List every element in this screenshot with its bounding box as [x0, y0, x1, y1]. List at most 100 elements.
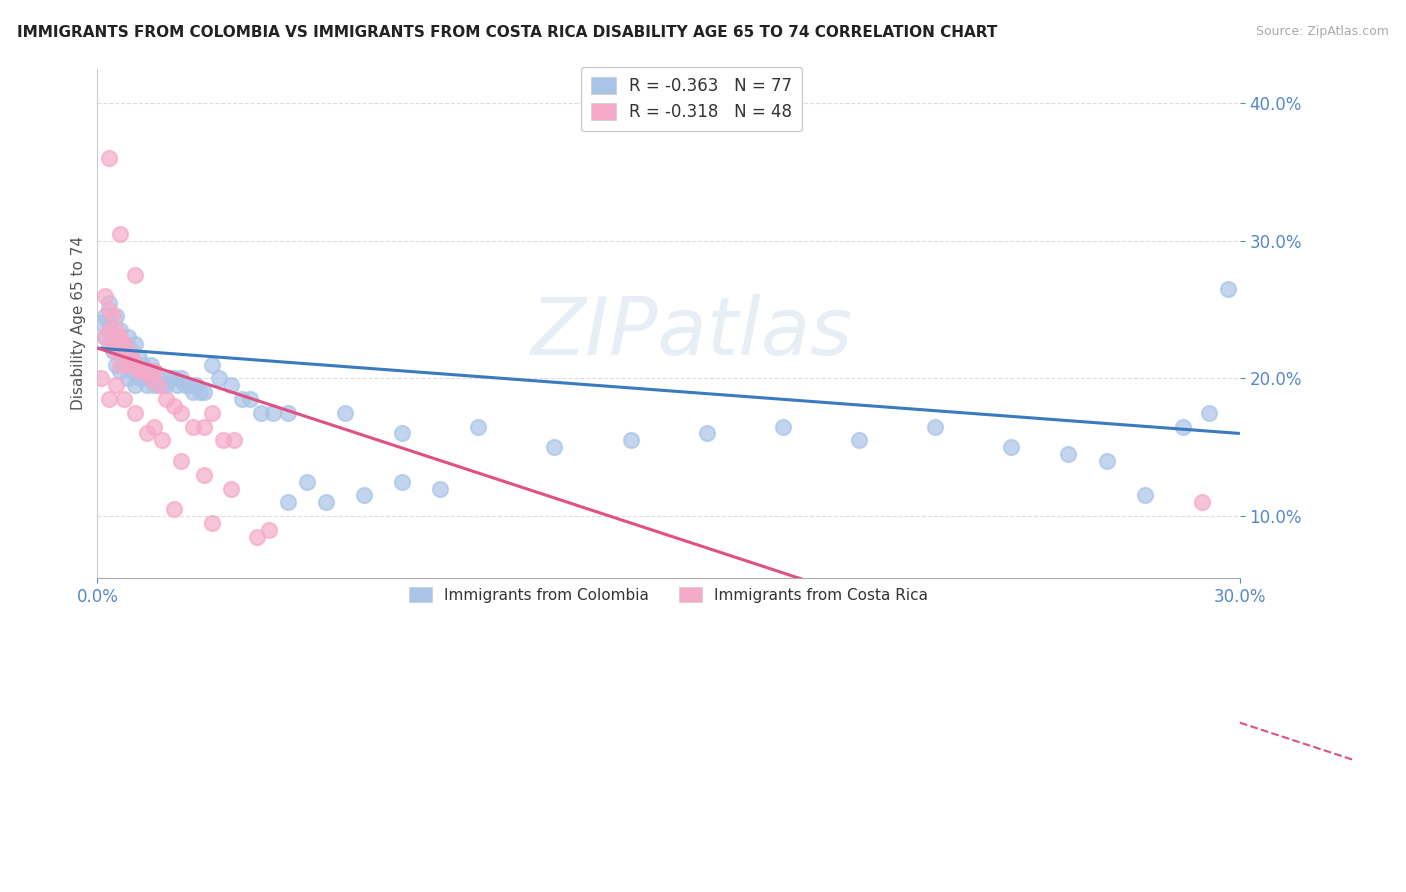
Point: [108, 227, 131, 241]
Point: [105, 323, 128, 337]
Point: [121, 343, 143, 358]
Point: [112, 351, 135, 365]
Point: [101, 330, 124, 344]
Point: [97, 392, 120, 406]
Point: [128, 371, 150, 385]
Point: [246, 530, 269, 544]
Point: [132, 358, 155, 372]
Point: [108, 330, 131, 344]
Point: [128, 364, 150, 378]
Point: [1171, 419, 1194, 434]
Point: [162, 371, 184, 385]
Point: [696, 426, 718, 441]
Point: [124, 378, 146, 392]
Text: Source: ZipAtlas.com: Source: ZipAtlas.com: [1256, 25, 1389, 38]
Point: [108, 358, 131, 372]
Point: [224, 434, 246, 448]
Text: ZIPatlas: ZIPatlas: [530, 294, 852, 373]
Point: [105, 310, 128, 324]
Point: [193, 385, 215, 400]
Point: [429, 482, 451, 496]
Point: [97, 316, 120, 330]
Point: [135, 364, 157, 378]
Point: [174, 378, 197, 392]
Point: [193, 419, 215, 434]
Point: [212, 434, 235, 448]
Y-axis label: Disability Age 65 to 74: Disability Age 65 to 74: [72, 236, 86, 410]
Point: [124, 358, 146, 372]
Point: [94, 330, 117, 344]
Point: [143, 364, 166, 378]
Point: [117, 330, 139, 344]
Point: [94, 310, 117, 324]
Point: [135, 364, 157, 378]
Point: [193, 467, 215, 482]
Point: [117, 343, 139, 358]
Point: [162, 399, 184, 413]
Point: [277, 406, 299, 420]
Point: [105, 358, 128, 372]
Point: [1133, 488, 1156, 502]
Point: [1057, 447, 1080, 461]
Point: [170, 406, 193, 420]
Point: [159, 371, 181, 385]
Point: [619, 434, 641, 448]
Point: [391, 475, 413, 489]
Point: [1000, 440, 1022, 454]
Point: [262, 406, 284, 420]
Point: [170, 454, 193, 468]
Legend: Immigrants from Colombia, Immigrants from Costa Rica: Immigrants from Colombia, Immigrants fro…: [402, 581, 935, 608]
Point: [200, 406, 222, 420]
Point: [143, 364, 166, 378]
Point: [139, 371, 162, 385]
Point: [108, 364, 131, 378]
Point: [188, 385, 211, 400]
Point: [97, 337, 120, 351]
Point: [94, 289, 117, 303]
Point: [117, 351, 139, 365]
Point: [333, 406, 356, 420]
Point: [112, 337, 135, 351]
Point: [117, 371, 139, 385]
Point: [1198, 406, 1220, 420]
Point: [181, 385, 204, 400]
Point: [177, 378, 200, 392]
Point: [143, 419, 166, 434]
Point: [94, 330, 117, 344]
Point: [148, 378, 170, 392]
Point: [200, 358, 222, 372]
Point: [924, 419, 946, 434]
Point: [295, 475, 318, 489]
Point: [181, 419, 204, 434]
Point: [150, 378, 173, 392]
Point: [277, 495, 299, 509]
Point: [315, 495, 337, 509]
Point: [132, 364, 155, 378]
Point: [155, 378, 177, 392]
Point: [108, 343, 131, 358]
Point: [139, 358, 162, 372]
Point: [150, 434, 173, 448]
Point: [208, 371, 231, 385]
Point: [121, 351, 143, 365]
Point: [219, 378, 242, 392]
Point: [124, 268, 146, 282]
Point: [121, 364, 143, 378]
Point: [239, 392, 262, 406]
Point: [124, 406, 146, 420]
Point: [166, 378, 188, 392]
Point: [467, 419, 489, 434]
Point: [186, 378, 208, 392]
Point: [128, 351, 150, 365]
Point: [391, 426, 413, 441]
Point: [353, 488, 375, 502]
Point: [200, 516, 222, 530]
Point: [170, 371, 193, 385]
Point: [101, 337, 124, 351]
Point: [101, 343, 124, 358]
Point: [90, 371, 112, 385]
Point: [97, 323, 120, 337]
Point: [250, 406, 273, 420]
Point: [1095, 454, 1118, 468]
Point: [543, 440, 565, 454]
